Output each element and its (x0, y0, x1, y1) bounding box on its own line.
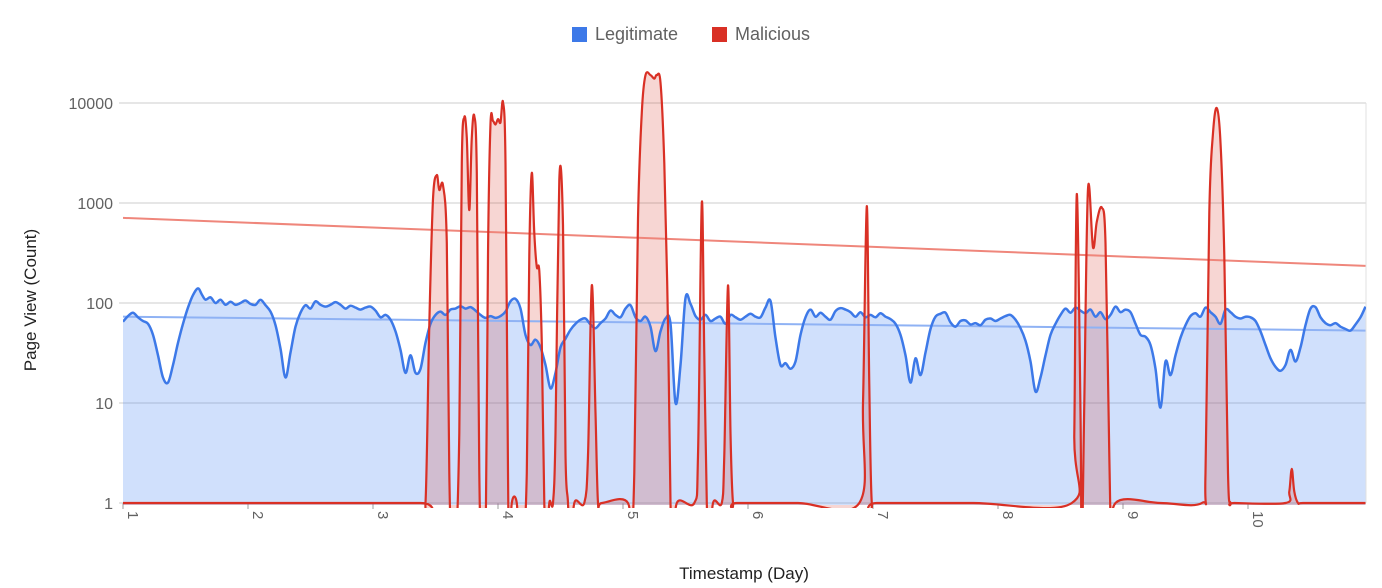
legend-item-malicious[interactable]: Malicious (712, 24, 810, 45)
x-tick-label: 9 (1124, 511, 1141, 519)
legitimate-area (123, 288, 1366, 505)
x-tick-label: 7 (874, 511, 891, 519)
x-tick-label: 10 (1249, 511, 1266, 528)
y-tick-label: 10 (95, 396, 113, 413)
legend-label-malicious: Malicious (735, 24, 811, 44)
x-tick-label: 3 (374, 511, 391, 519)
y-axis-tick-labels: 10000 1000 100 10 1 (69, 96, 114, 513)
x-tick-label: 4 (499, 511, 516, 519)
y-axis-title: Page View (Count) (21, 228, 40, 372)
y-tick-label: 1 (104, 496, 113, 513)
malicious-trend-line (123, 216, 1366, 267)
malicious-area (123, 72, 1366, 508)
legend-label-legitimate: Legitimate (594, 24, 679, 44)
y-tick-label: 10000 (69, 96, 114, 113)
x-axis-title: Timestamp (Day) (679, 564, 809, 583)
x-tick-label: 1 (124, 511, 141, 519)
malicious-swatch-icon (712, 27, 728, 42)
y-tick-label: 1000 (77, 196, 113, 213)
legitimate-swatch-icon (571, 27, 587, 42)
y-tick-label: 100 (86, 296, 113, 313)
legitimate-line (123, 287, 1366, 409)
plot-area (123, 71, 1366, 508)
x-axis-tick-labels: 1 2 3 4 5 6 7 8 9 10 (122, 503, 1266, 528)
x-tick-label: 6 (749, 511, 766, 519)
x-tick-label: 5 (624, 511, 641, 519)
legitimate-trend-line (123, 315, 1366, 332)
x-tick-label: 2 (249, 511, 266, 519)
legend-item-legitimate[interactable]: Legitimate (571, 24, 679, 45)
chart-legend: Legitimate Malicious (0, 24, 1382, 45)
malicious-line (123, 71, 1366, 508)
x-tick-label: 8 (999, 511, 1016, 519)
